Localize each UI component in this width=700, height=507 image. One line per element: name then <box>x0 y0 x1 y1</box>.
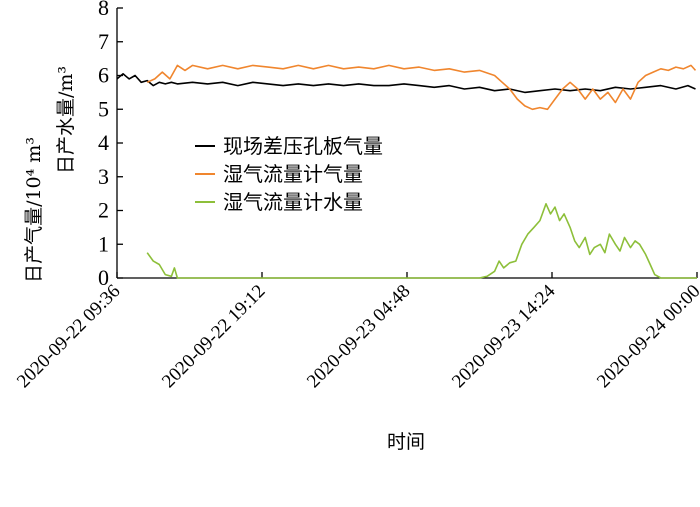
y-ticks: 0 1 2 3 4 5 6 7 8 <box>98 0 123 290</box>
series-group <box>116 64 697 279</box>
series-line-1 <box>116 73 696 94</box>
y-tick-label: 5 <box>98 96 109 121</box>
y-tick-label: 7 <box>98 29 109 54</box>
series-line-2 <box>146 64 697 111</box>
x-tick-label: 2020-09-23 04:48 <box>303 281 415 393</box>
y-tick-label: 8 <box>98 0 109 20</box>
x-tick-label: 2020-09-23 14:24 <box>448 280 560 392</box>
series-line-3 <box>146 203 697 279</box>
y-tick-label: 0 <box>98 265 109 290</box>
x-ticks: 2020-09-22 09:36 2020-09-22 19:12 2020-09-… <box>13 272 700 392</box>
y-tick-label: 2 <box>98 198 109 223</box>
legend-label-1: 现场差压孔板气量 <box>223 134 383 158</box>
y-tick-label: 6 <box>98 63 109 88</box>
y-axis-label-upper: 日产水量/m³ <box>55 66 77 174</box>
y-tick-label: 3 <box>98 164 109 189</box>
legend-label-3: 湿气流量计水量 <box>223 190 363 214</box>
y-axis-label-lower: 日产气量/10⁴ m³ <box>23 137 45 283</box>
y-tick-label: 4 <box>98 130 109 155</box>
x-tick-label: 2020-09-24 00:00 <box>593 281 700 393</box>
x-tick-label: 2020-09-22 09:36 <box>13 281 125 393</box>
y-tick-label: 1 <box>98 231 109 256</box>
legend-label-2: 湿气流量计气量 <box>223 162 363 186</box>
x-tick-label: 2020-09-22 19:12 <box>158 281 270 393</box>
x-axis-label: 时间 <box>387 431 425 453</box>
